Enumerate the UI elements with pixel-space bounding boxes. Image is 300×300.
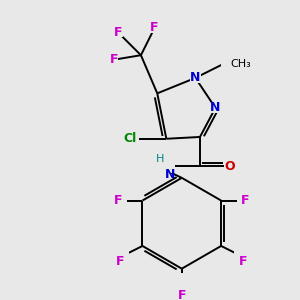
- Bar: [210, 103, 221, 113]
- Text: N: N: [210, 101, 220, 114]
- Text: F: F: [241, 194, 250, 207]
- Bar: [161, 160, 168, 168]
- Bar: [123, 134, 137, 144]
- Bar: [190, 73, 201, 83]
- Text: F: F: [239, 255, 248, 268]
- Text: F: F: [178, 289, 186, 300]
- Text: Cl: Cl: [123, 132, 136, 145]
- Text: N: N: [165, 168, 175, 181]
- Text: F: F: [116, 255, 124, 268]
- Text: CH₃: CH₃: [230, 59, 251, 69]
- Text: O: O: [225, 160, 235, 172]
- Bar: [224, 161, 236, 171]
- Text: F: F: [114, 194, 122, 207]
- Bar: [177, 284, 186, 294]
- Text: H: H: [156, 154, 164, 164]
- Text: N: N: [190, 71, 201, 84]
- Text: F: F: [110, 53, 118, 66]
- Bar: [114, 28, 123, 38]
- Bar: [150, 23, 159, 33]
- Bar: [118, 196, 127, 206]
- Bar: [120, 250, 129, 260]
- Text: F: F: [150, 21, 159, 34]
- Bar: [237, 196, 246, 206]
- Text: F: F: [114, 26, 122, 39]
- Bar: [109, 55, 118, 65]
- Bar: [164, 163, 175, 173]
- Bar: [221, 59, 239, 69]
- Bar: [235, 250, 244, 260]
